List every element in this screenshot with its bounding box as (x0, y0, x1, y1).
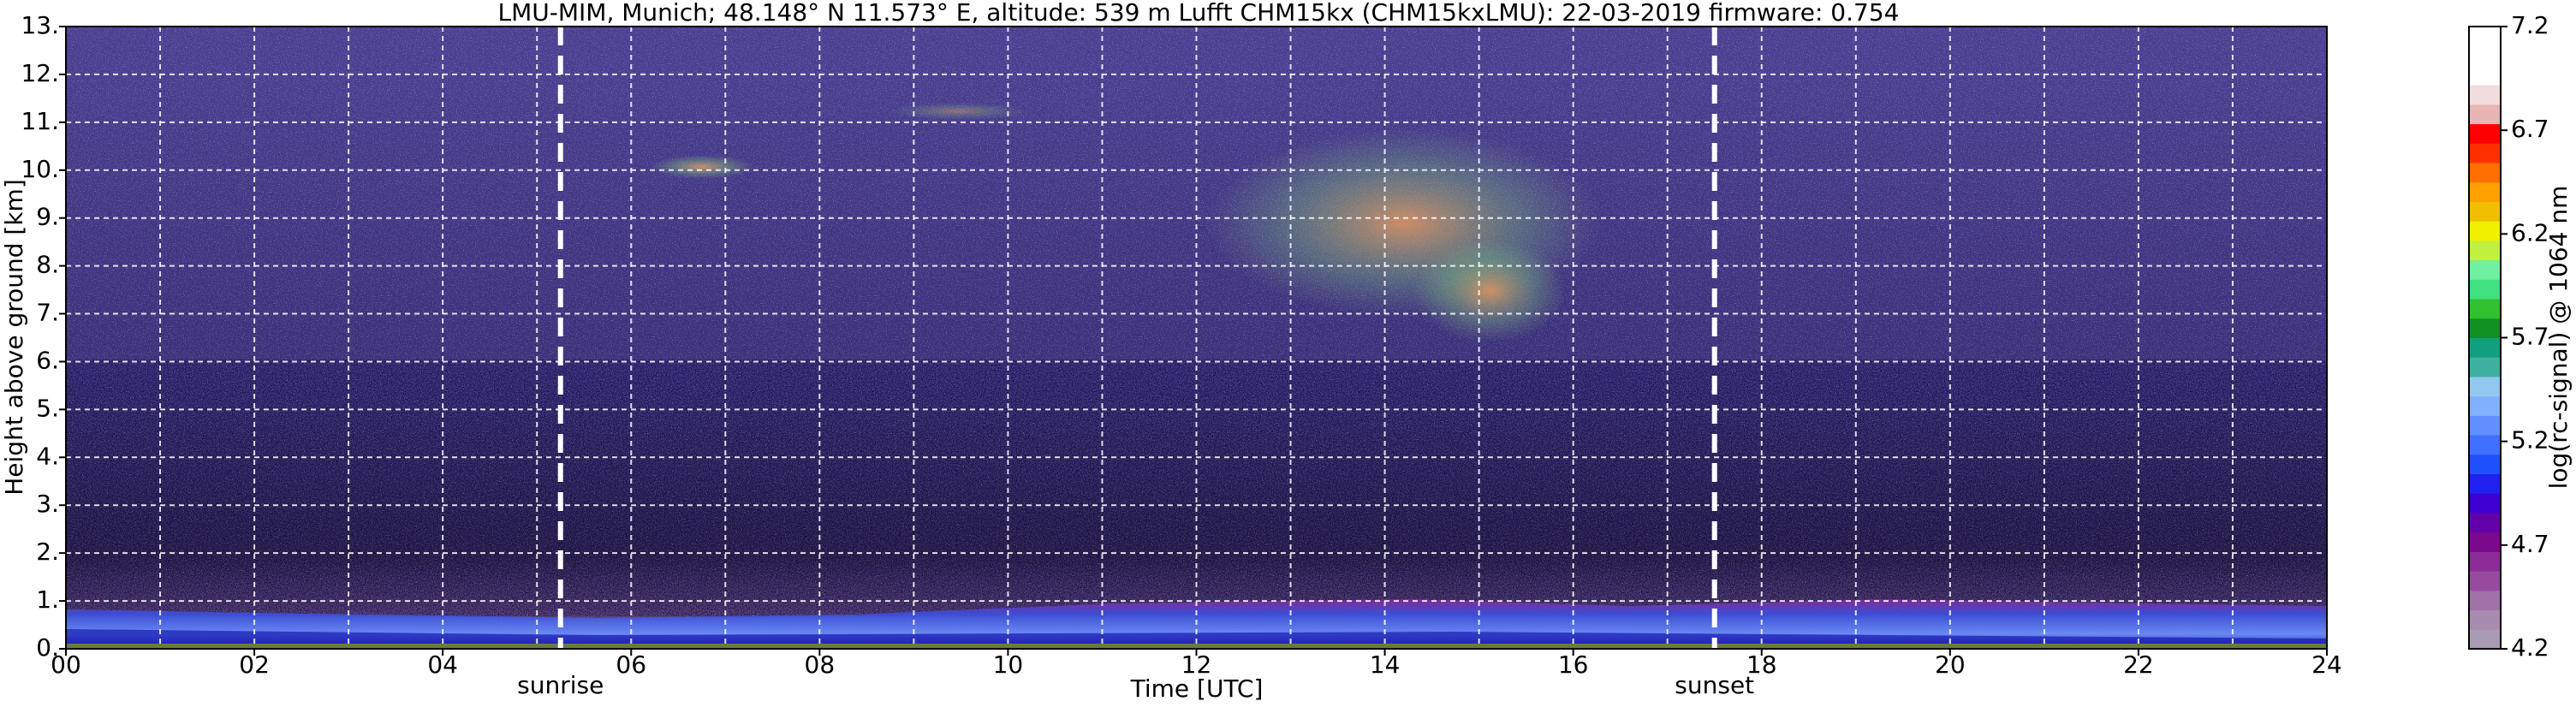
x-tick-label: 10 (993, 651, 1024, 679)
y-tick-label: 4. (36, 442, 59, 470)
colorbar-swatch (2469, 493, 2501, 514)
annotation-label: sunset (1675, 671, 1754, 699)
y-tick-label: 12. (21, 59, 59, 87)
colorbar-swatch (2469, 318, 2501, 338)
x-tick-label: 20 (1935, 651, 1966, 679)
colorbar-swatch (2469, 571, 2501, 591)
colorbar-swatch (2469, 259, 2501, 280)
y-tick-label: 13. (21, 11, 59, 39)
colorbar-swatch (2469, 532, 2501, 552)
x-tick-label: 08 (805, 651, 836, 679)
colorbar-swatch (2469, 551, 2501, 572)
colorbar-swatch (2469, 473, 2501, 494)
colorbar-swatch (2469, 279, 2501, 300)
colorbar-label: log(rc-signal) @ 1064 nm (2544, 186, 2573, 490)
y-tick-label: 3. (36, 490, 59, 518)
colorbar-swatch (2469, 415, 2501, 436)
colorbar-swatch (2469, 201, 2501, 222)
y-tick-label: 6. (36, 346, 59, 374)
colorbar-swatch (2469, 435, 2501, 455)
y-tick-label: 9. (36, 203, 59, 231)
colorbar-tick-label: 4.7 (2511, 530, 2549, 558)
y-tick-label: 10. (21, 155, 59, 183)
x-tick-label: 02 (239, 651, 270, 679)
y-tick-label: 5. (36, 394, 59, 422)
colorbar-swatch (2469, 85, 2501, 105)
y-tick-label: 11. (21, 107, 59, 135)
colorbar-swatch (2469, 65, 2501, 86)
y-tick-label: 2. (36, 538, 59, 566)
colorbar-swatch (2469, 181, 2501, 202)
x-axis-label: Time [UTC] (1130, 674, 1264, 703)
y-tick-label: 0. (36, 633, 59, 662)
x-tick-label: 18 (1746, 651, 1777, 679)
colorbar-swatch (2469, 590, 2501, 611)
x-tick-label: 16 (1558, 651, 1589, 679)
colorbar-swatch (2469, 299, 2501, 319)
colorbar-tick-label: 6.7 (2511, 115, 2549, 143)
colorbar-swatch (2469, 143, 2501, 163)
colorbar-swatch (2469, 221, 2501, 241)
chart-title: LMU-MIM, Munich; 48.148° N 11.573° E, al… (498, 0, 1900, 27)
colorbar-swatch (2469, 454, 2501, 475)
x-tick-label: 12 (1181, 651, 1212, 679)
annotation-label: sunrise (517, 671, 604, 699)
y-tick-label: 1. (36, 585, 59, 614)
colorbar-swatch (2469, 629, 2501, 650)
y-tick-label: 8. (36, 251, 59, 279)
colorbar-swatch (2469, 376, 2501, 397)
x-tick-label: 22 (2123, 651, 2154, 679)
colorbar-swatch (2469, 512, 2501, 533)
axes (65, 26, 2328, 650)
colorbar-swatch (2469, 45, 2501, 66)
colorbar-tick-label: 4.2 (2511, 633, 2549, 662)
colorbar-swatch (2469, 104, 2501, 125)
x-tick-label: 24 (2311, 651, 2342, 679)
colorbar-tick-label: 5.2 (2511, 426, 2549, 454)
colorbar-tick-label: 7.2 (2511, 11, 2549, 39)
colorbar-swatch (2469, 357, 2501, 377)
x-tick-label: 04 (427, 651, 458, 679)
x-tick-label: 06 (616, 651, 646, 679)
colorbar-tick-label: 5.7 (2511, 323, 2549, 351)
colorbar-swatch (2469, 123, 2501, 144)
colorbar-swatch (2469, 163, 2501, 183)
x-tick-label: 14 (1370, 651, 1401, 679)
colorbar-swatch (2469, 609, 2501, 630)
x-tick-label: 00 (51, 651, 81, 679)
colorbar-swatch (2469, 337, 2501, 358)
colorbar-swatch (2469, 27, 2501, 47)
y-axis-label: Height above ground [km] (0, 179, 28, 496)
colorbar-swatch (2469, 395, 2501, 416)
colorbar-tick-label: 6.2 (2511, 218, 2549, 247)
colorbar-swatch (2469, 240, 2501, 261)
y-tick-label: 7. (36, 299, 59, 327)
